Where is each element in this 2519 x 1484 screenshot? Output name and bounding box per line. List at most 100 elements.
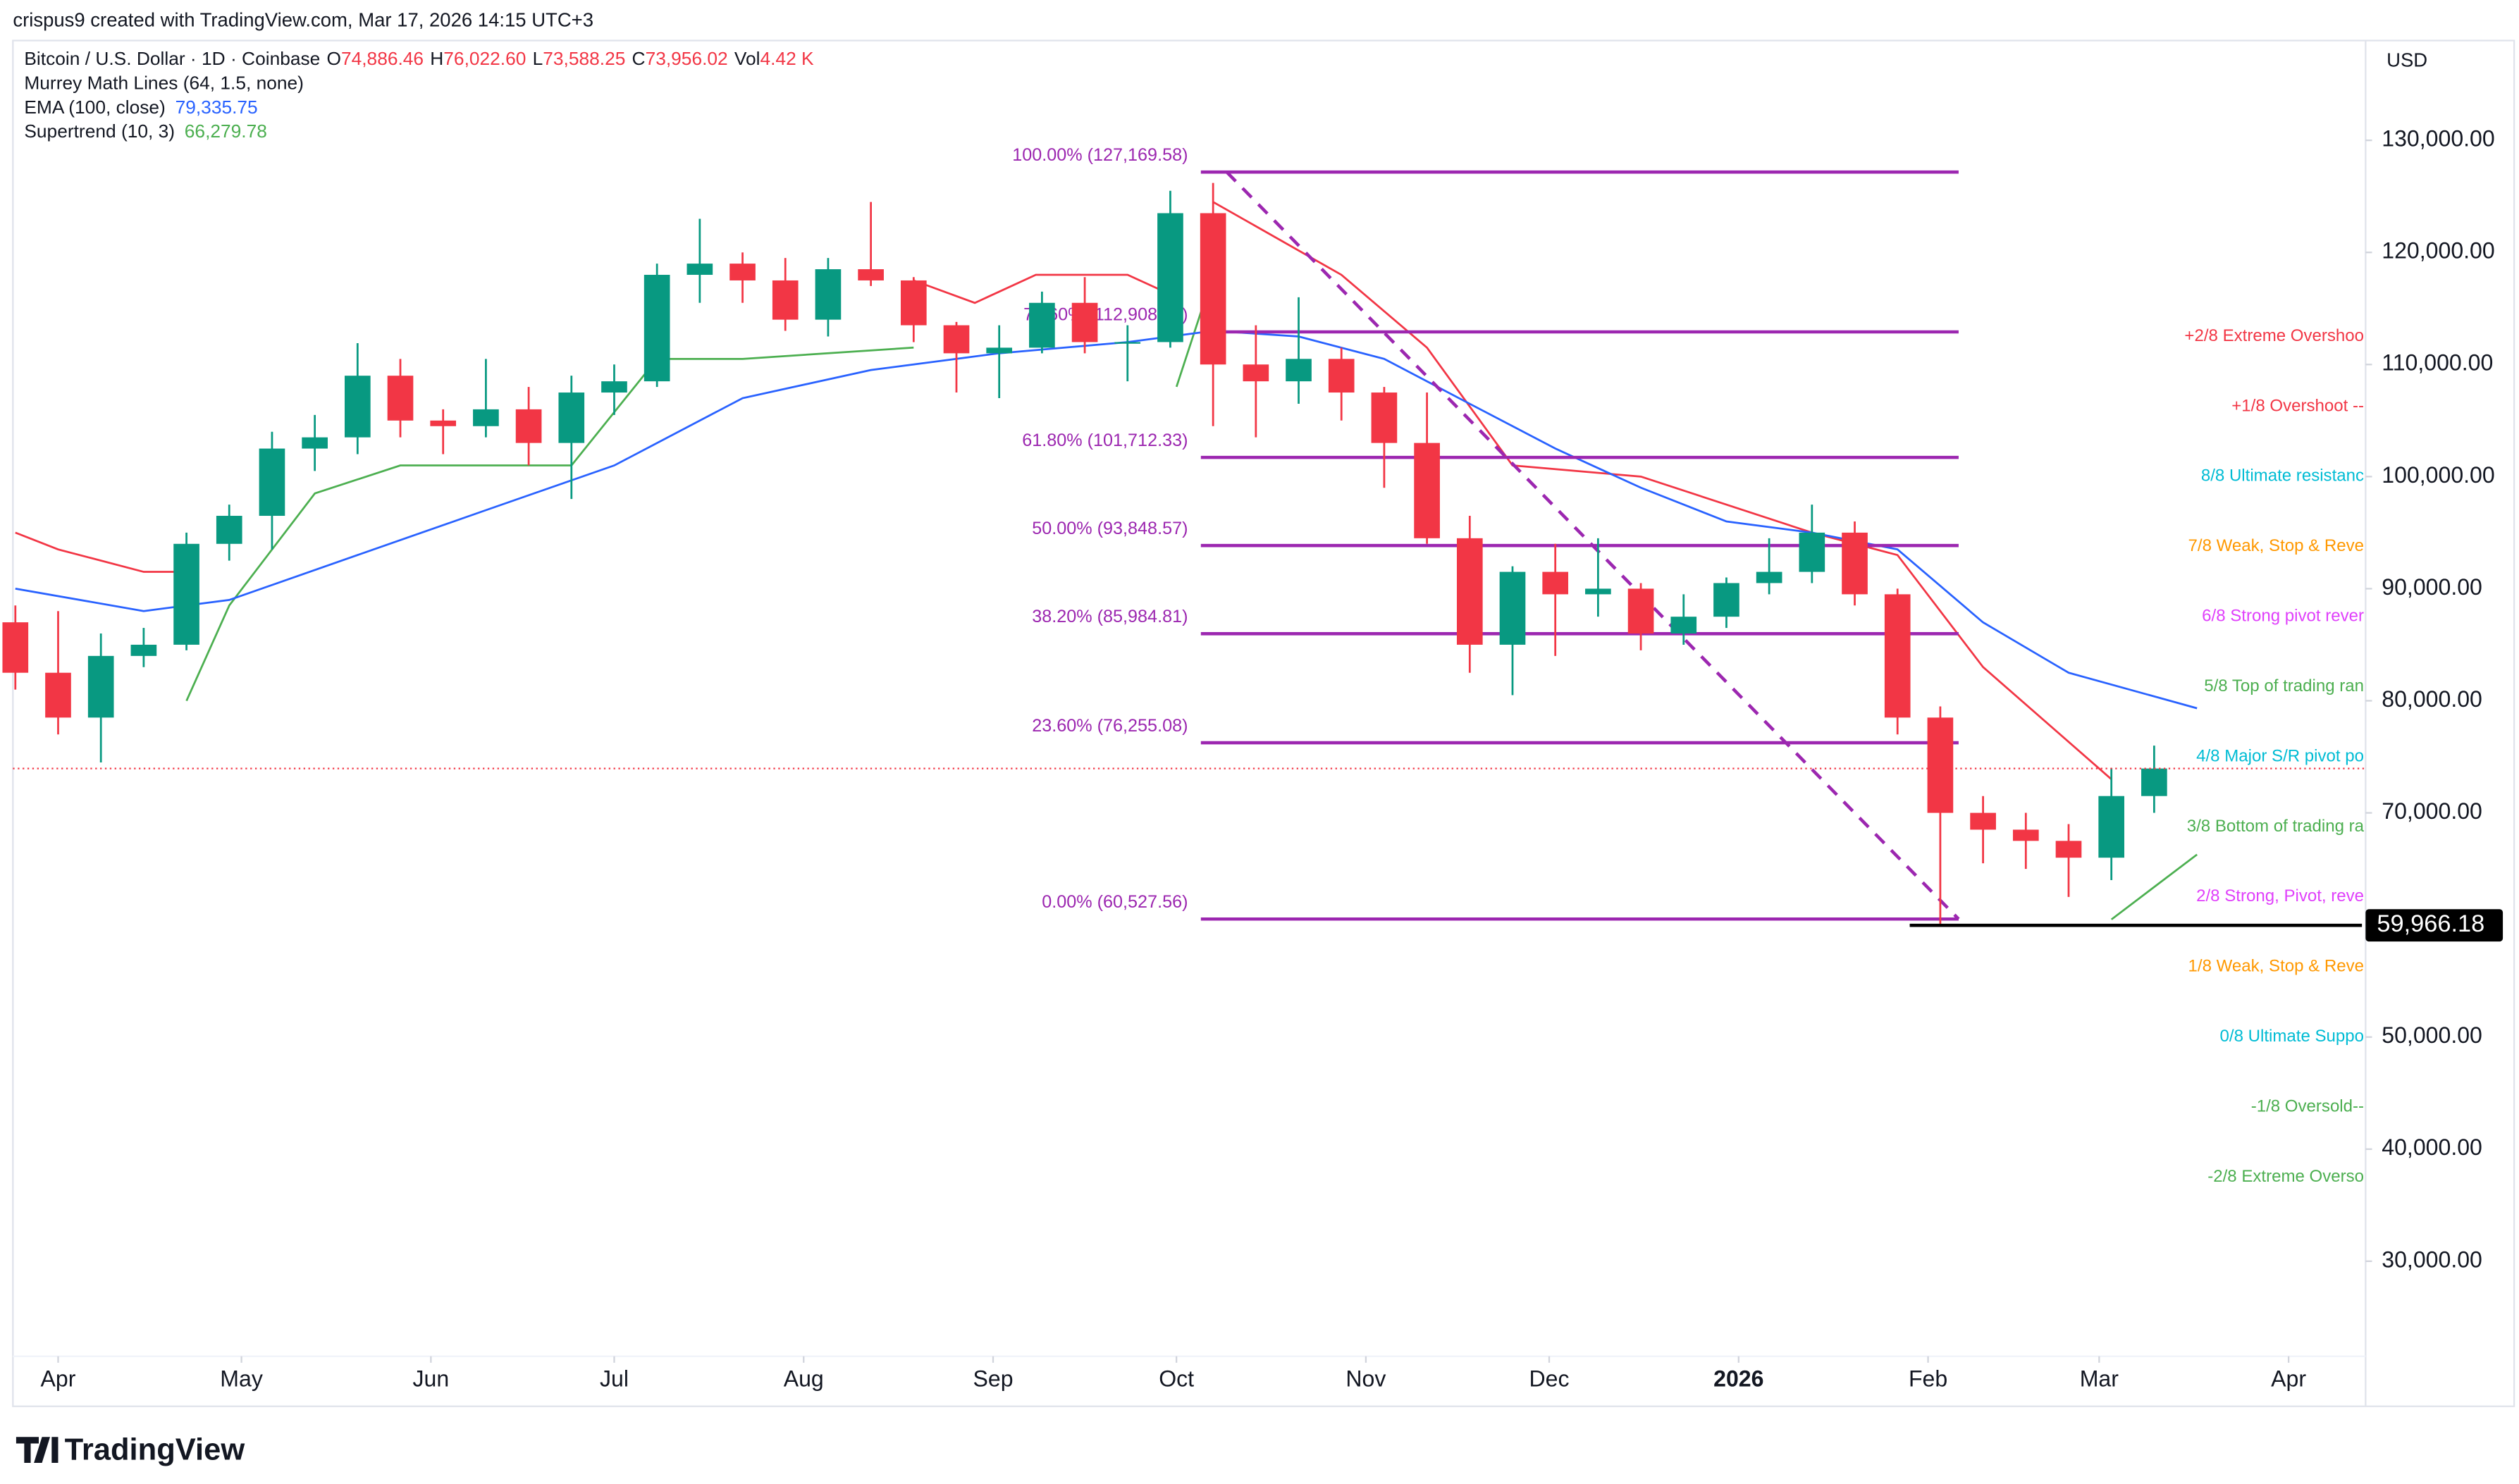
candle-body bbox=[1756, 571, 1782, 583]
fib-label: 38.20% (85,984.81) bbox=[1032, 607, 1188, 626]
candle-body bbox=[2098, 796, 2125, 858]
x-tick-label: Sep bbox=[973, 1366, 1013, 1392]
candle-body bbox=[1970, 812, 1996, 830]
murrey-label: 7/8 Weak, Stop & Reve bbox=[2188, 536, 2365, 555]
candle-body bbox=[1542, 571, 1569, 595]
murrey-label: 1/8 Weak, Stop & Reve bbox=[2188, 957, 2365, 976]
fib-label: 23.60% (76,255.08) bbox=[1032, 716, 1188, 736]
fib-trend bbox=[1225, 171, 1960, 920]
candle-body bbox=[1071, 302, 1098, 342]
murrey-label: 8/8 Ultimate resistanc bbox=[2201, 466, 2364, 486]
x-tick-label: Oct bbox=[1159, 1366, 1194, 1392]
candle-body bbox=[943, 325, 970, 354]
price-tag bbox=[2365, 909, 2503, 942]
logo-text: TradingView bbox=[65, 1433, 245, 1466]
murrey-label: -2/8 Extreme Overso bbox=[2207, 1167, 2364, 1186]
candle-body bbox=[815, 269, 842, 320]
indicator-value: 79,335.75 bbox=[175, 97, 258, 118]
currency: USD bbox=[2386, 49, 2427, 71]
murrey-label: 6/8 Strong pivot rever bbox=[2202, 607, 2364, 626]
murrey-label: 3/8 Bottom of trading ra bbox=[2187, 817, 2365, 836]
fib-label: 61.80% (101,712.33) bbox=[1022, 431, 1188, 450]
y-tick-label: 90,000.00 bbox=[2382, 574, 2482, 600]
murrey-label: 5/8 Top of trading ran bbox=[2204, 676, 2364, 695]
x-tick-label: Apr bbox=[2271, 1366, 2306, 1392]
fib-label: 100.00% (127,169.58) bbox=[1012, 145, 1188, 165]
candle-body bbox=[601, 381, 627, 393]
logo-icon bbox=[16, 1437, 58, 1463]
murrey-label: 4/8 Major S/R pivot po bbox=[2196, 746, 2364, 765]
candle-body bbox=[130, 644, 157, 656]
y-tick-label: 130,000.00 bbox=[2382, 126, 2494, 152]
price-tag-label: 59,966.18 bbox=[2377, 910, 2484, 937]
candle-body bbox=[515, 409, 542, 443]
logo: TradingView bbox=[16, 1433, 245, 1466]
candle-body bbox=[1456, 538, 1483, 645]
candle-body bbox=[729, 264, 756, 280]
x-tick-label: Dec bbox=[1529, 1366, 1569, 1392]
murrey-label: 0/8 Ultimate Suppo bbox=[2220, 1027, 2365, 1046]
x-tick-label: Apr bbox=[41, 1366, 76, 1392]
candle-body bbox=[2, 622, 29, 673]
candle-body bbox=[1029, 302, 1055, 348]
candle-body bbox=[858, 269, 884, 280]
ohlc-value: 73,956.02 bbox=[646, 48, 728, 69]
y-tick-label: 100,000.00 bbox=[2382, 462, 2494, 488]
candle-body bbox=[45, 672, 71, 718]
x-tick-label: May bbox=[220, 1366, 263, 1392]
supertrend-line bbox=[913, 273, 1177, 304]
candle-body bbox=[1670, 617, 1697, 634]
ohlc-label: Vol bbox=[734, 48, 760, 69]
fib-label: 0.00% (60,527.56) bbox=[1042, 892, 1188, 912]
ohlc-value: 4.42 K bbox=[760, 48, 814, 69]
candle-body bbox=[1157, 213, 1183, 342]
murrey-label: +2/8 Extreme Overshoo bbox=[2184, 326, 2364, 345]
candle-body bbox=[1328, 359, 1355, 393]
x-tick-label: 2026 bbox=[1713, 1366, 1763, 1392]
candle-body bbox=[643, 275, 670, 382]
candle-body bbox=[1842, 532, 1868, 595]
candle-body bbox=[259, 448, 285, 517]
x-tick-label: Mar bbox=[2080, 1366, 2119, 1392]
x-tick-label: Aug bbox=[784, 1366, 824, 1392]
x-tick-label: Feb bbox=[1909, 1366, 1947, 1392]
supertrend-line bbox=[2110, 853, 2198, 920]
x-tick-label: Jun bbox=[413, 1366, 450, 1392]
ohlc-label: C bbox=[632, 48, 646, 69]
indicator-value: 66,279.78 bbox=[185, 120, 267, 142]
candle-body bbox=[173, 543, 199, 645]
candle-body bbox=[2012, 829, 2039, 841]
candle-body bbox=[900, 280, 927, 326]
candle-body bbox=[1627, 588, 1654, 634]
candle-body bbox=[2055, 841, 2082, 858]
ohlc-value: 76,022.60 bbox=[443, 48, 526, 69]
murrey-label: 2/8 Strong, Pivot, reve bbox=[2196, 886, 2364, 905]
y-tick-label: 40,000.00 bbox=[2382, 1134, 2482, 1160]
candle-body bbox=[1799, 532, 1825, 572]
indicator-legend: Supertrend (10, 3) 66,279.78 bbox=[24, 120, 267, 142]
x-tick-label: Nov bbox=[1345, 1366, 1386, 1392]
indicator-name: EMA (100, close) bbox=[24, 97, 165, 118]
candle-body bbox=[558, 392, 585, 443]
credit: crispus9 created with TradingView.com, M… bbox=[13, 8, 593, 30]
murrey-label: +1/8 Overshoot -- bbox=[2231, 396, 2364, 415]
indicator-legend: EMA (100, close) 79,335.75 bbox=[24, 97, 257, 118]
x-tick-label: Jul bbox=[600, 1366, 629, 1392]
frame bbox=[12, 39, 2515, 1407]
candle-body bbox=[1414, 443, 1440, 538]
y-tick-label: 70,000.00 bbox=[2382, 798, 2482, 824]
ohlc-label: L bbox=[533, 48, 543, 69]
symbol-legend: Bitcoin / U.S. Dollar · 1D · Coinbase O74… bbox=[24, 48, 814, 69]
candle-body bbox=[302, 437, 328, 449]
candle-body bbox=[1114, 342, 1141, 344]
fib-label: 50.00% (93,848.57) bbox=[1032, 519, 1188, 538]
y-tick-label: 80,000.00 bbox=[2382, 686, 2482, 712]
candle-body bbox=[387, 376, 414, 421]
candle-body bbox=[1884, 594, 1911, 718]
candle-body bbox=[1927, 717, 1954, 813]
ohlc-label: H bbox=[430, 48, 443, 69]
candle-body bbox=[1243, 364, 1269, 382]
y-tick-label: 30,000.00 bbox=[2382, 1247, 2482, 1272]
